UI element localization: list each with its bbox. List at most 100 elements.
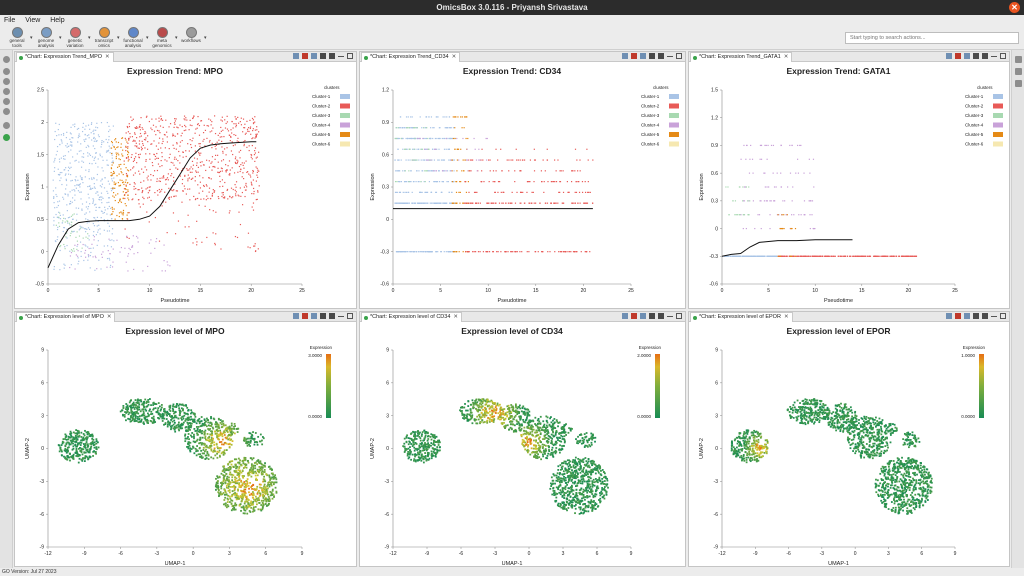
data-point: [159, 180, 162, 183]
view-icon[interactable]: [1015, 68, 1022, 75]
dropdown-arrow-icon[interactable]: ▾: [117, 35, 120, 41]
dropdown-arrow-icon[interactable]: ▾: [88, 35, 91, 41]
tool-icon[interactable]: [3, 108, 10, 115]
menu-view[interactable]: View: [25, 17, 41, 24]
toolbar-button[interactable]: transcript omics: [91, 27, 117, 49]
export-image-icon[interactable]: [946, 53, 952, 59]
dropdown-arrow-icon[interactable]: ▾: [204, 35, 207, 41]
data-point: [74, 185, 76, 187]
cell-point: [146, 418, 149, 421]
close-tab-icon[interactable]: ✕: [451, 54, 457, 60]
export-pdf-icon[interactable]: [631, 53, 637, 59]
cell-point: [139, 410, 142, 413]
export-svg-icon[interactable]: [964, 53, 970, 59]
data-point: [156, 178, 158, 180]
cell-point: [249, 432, 252, 435]
minimize-icon[interactable]: [991, 56, 997, 59]
save-icon[interactable]: [320, 313, 326, 319]
save-as-icon[interactable]: [982, 53, 988, 59]
data-point: [468, 191, 470, 193]
panel-tab[interactable]: *Chart: Expression Trend_CD34 ✕: [361, 52, 461, 62]
cell-point: [125, 419, 127, 422]
data-point: [135, 126, 138, 128]
toolbar-button[interactable]: workflows: [178, 27, 204, 49]
save-icon[interactable]: [649, 53, 655, 59]
minimize-icon[interactable]: [667, 56, 673, 59]
export-svg-icon[interactable]: [311, 313, 317, 319]
data-point: [808, 200, 810, 202]
cell-point: [241, 484, 244, 487]
data-point: [63, 169, 65, 171]
data-point: [58, 222, 60, 224]
export-image-icon[interactable]: [293, 313, 299, 319]
save-as-icon[interactable]: [658, 53, 664, 59]
panel-tab[interactable]: *Chart: Expression level of MPO ✕: [16, 312, 116, 322]
view-icon[interactable]: [1015, 56, 1022, 63]
data-point: [166, 141, 169, 143]
data-point: [415, 127, 417, 129]
tool-icon[interactable]: [3, 122, 10, 129]
cell-point: [238, 469, 241, 472]
dropdown-arrow-icon[interactable]: ▾: [175, 35, 178, 41]
maximize-icon[interactable]: [1000, 53, 1006, 59]
toolbar-button[interactable]: genome analysis: [33, 27, 59, 49]
save-icon[interactable]: [973, 53, 979, 59]
panel-tab[interactable]: *Chart: Expression Trend_GATA1 ✕: [690, 52, 793, 62]
data-point: [410, 127, 412, 129]
scatter-points: [52, 115, 260, 272]
tool-icon[interactable]: [3, 88, 10, 95]
data-point: [54, 207, 56, 209]
minimize-icon[interactable]: [338, 316, 344, 319]
export-pdf-icon[interactable]: [955, 53, 961, 59]
dropdown-arrow-icon[interactable]: ▾: [30, 35, 33, 41]
data-point: [202, 184, 205, 187]
close-tab-icon[interactable]: ✕: [783, 54, 789, 60]
export-svg-icon[interactable]: [640, 53, 646, 59]
export-image-icon[interactable]: [293, 53, 299, 59]
close-tab-icon[interactable]: ✕: [105, 54, 110, 60]
save-icon[interactable]: [320, 53, 326, 59]
export-svg-icon[interactable]: [311, 53, 317, 59]
data-point: [84, 140, 86, 143]
tool-icon[interactable]: [3, 78, 10, 85]
toolbar-button[interactable]: genetic variation: [62, 27, 88, 49]
data-point: [418, 202, 420, 204]
search-actions-input[interactable]: [845, 32, 1019, 44]
minimize-icon[interactable]: [338, 56, 344, 59]
close-window-icon[interactable]: ✕: [1009, 2, 1020, 13]
cell-point: [61, 454, 63, 457]
nav-icon[interactable]: [3, 56, 10, 63]
menu-help[interactable]: Help: [50, 17, 65, 24]
maximize-icon[interactable]: [676, 53, 682, 59]
data-point: [88, 178, 90, 180]
export-pdf-icon[interactable]: [302, 53, 308, 59]
toolbar-button[interactable]: functional analysis: [120, 27, 146, 49]
data-point: [97, 194, 99, 196]
tool-icon[interactable]: [3, 98, 10, 105]
tool-icon[interactable]: [3, 68, 10, 75]
toolbar-button[interactable]: general tools: [4, 27, 30, 49]
save-as-icon[interactable]: [329, 53, 335, 59]
close-tab-icon[interactable]: ✕: [106, 314, 112, 320]
cell-point: [227, 487, 230, 490]
data-point: [406, 181, 408, 183]
cell-point: [144, 398, 147, 401]
maximize-icon[interactable]: [347, 313, 353, 319]
cell-point: [77, 442, 79, 445]
maximize-icon[interactable]: [347, 53, 353, 59]
save-as-icon[interactable]: [329, 313, 335, 319]
data-point: [198, 204, 200, 206]
menu-file[interactable]: File: [4, 17, 16, 24]
export-pdf-icon[interactable]: [302, 313, 308, 319]
panel-tab[interactable]: *Chart: Expression Trend_MPO ✕: [16, 52, 114, 62]
chart-icon[interactable]: [3, 134, 10, 141]
dropdown-arrow-icon[interactable]: ▾: [146, 35, 149, 41]
dropdown-arrow-icon[interactable]: ▾: [59, 35, 62, 41]
data-point: [197, 197, 199, 200]
view-icon[interactable]: [1015, 80, 1022, 87]
data-point: [479, 159, 481, 161]
export-image-icon[interactable]: [622, 53, 628, 59]
toolbar-button[interactable]: meta genomics: [149, 27, 175, 49]
legend-label: Cluster-3: [312, 113, 331, 118]
data-point: [131, 246, 134, 248]
